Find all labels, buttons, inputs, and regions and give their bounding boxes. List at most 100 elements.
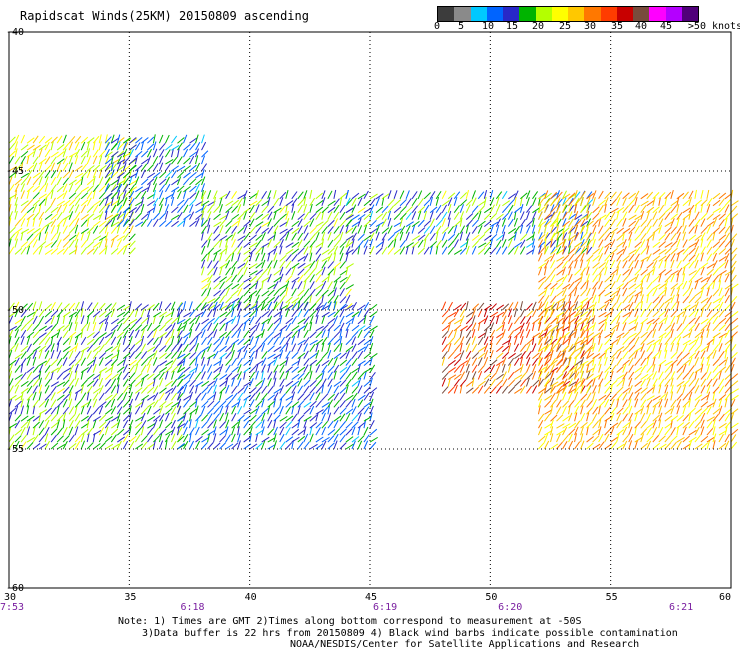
wind-barb	[610, 393, 618, 401]
wind-barb	[544, 192, 552, 200]
wind-barb	[574, 287, 578, 297]
wind-barb	[117, 172, 125, 179]
wind-barb	[249, 330, 256, 339]
wind-barb	[387, 210, 391, 220]
wind-barb	[315, 308, 321, 318]
wind-barb	[345, 214, 354, 221]
wind-barb	[279, 421, 287, 429]
wind-barb	[104, 399, 112, 408]
wind-barb	[32, 385, 38, 394]
wind-barb	[556, 387, 565, 394]
wind-barb	[502, 339, 511, 346]
wind-barb	[556, 233, 563, 241]
wind-barb	[519, 246, 526, 255]
wind-barb	[580, 324, 588, 332]
wind-barb	[496, 324, 504, 332]
wind-barb	[44, 303, 53, 311]
wind-barb	[345, 311, 354, 318]
wind-barb	[634, 268, 642, 276]
wind-barb	[213, 433, 217, 443]
wind-barb	[231, 405, 236, 415]
wind-barb	[519, 239, 526, 248]
wind-barb	[688, 371, 695, 380]
wind-barb	[489, 386, 497, 394]
wind-barb	[586, 232, 592, 241]
wind-barb	[507, 342, 512, 352]
wind-barb	[694, 234, 703, 241]
wind-barb	[610, 422, 619, 429]
wind-barb	[62, 183, 68, 193]
wind-barb	[658, 363, 662, 373]
wind-barb	[183, 172, 191, 179]
wind-barb	[351, 436, 360, 443]
wind-barb	[471, 371, 477, 380]
wind-barb	[586, 337, 594, 346]
wind-barb	[129, 435, 137, 443]
wind-barb	[369, 377, 373, 387]
wind-barb	[670, 391, 674, 401]
wind-barb	[634, 398, 639, 408]
wind-barb	[568, 371, 574, 380]
wind-barb	[201, 225, 207, 234]
wind-barb	[640, 378, 646, 387]
wind-barb	[345, 436, 354, 443]
wind-barb	[273, 281, 279, 290]
wind-barb	[321, 231, 326, 241]
wind-barb	[104, 372, 113, 380]
wind-barb	[297, 239, 303, 248]
wind-barb	[514, 331, 522, 339]
wind-barb	[213, 407, 220, 415]
wind-barb	[237, 440, 241, 450]
wind-barb	[159, 178, 167, 186]
wind-barb	[658, 317, 667, 325]
wind-barb	[122, 364, 128, 373]
wind-barb	[177, 405, 182, 415]
wind-barb	[730, 200, 739, 207]
wind-barb	[219, 421, 227, 429]
wind-barb	[32, 434, 39, 443]
wind-barb	[279, 228, 288, 234]
wind-barb	[652, 322, 658, 332]
wind-barb	[134, 358, 142, 366]
wind-barb	[345, 364, 352, 373]
wind-barb	[574, 301, 579, 311]
wind-barb	[261, 329, 265, 338]
wind-barb	[128, 247, 136, 255]
wind-barb	[471, 234, 480, 241]
wind-barb	[98, 405, 104, 415]
wind-barb	[616, 443, 625, 450]
wind-barb	[640, 317, 649, 325]
wind-barb	[712, 426, 716, 436]
wind-barb	[610, 324, 618, 332]
wind-barb	[513, 308, 518, 318]
wind-barb	[730, 434, 737, 443]
wind-barb	[345, 350, 350, 359]
wind-barb	[435, 190, 442, 200]
wind-barb	[273, 189, 277, 199]
wind-barb	[399, 239, 406, 248]
wind-barb	[339, 328, 343, 338]
wind-barb	[345, 318, 354, 325]
wind-barb	[574, 254, 581, 262]
wind-barb	[14, 384, 20, 394]
wind-barb	[26, 398, 30, 408]
wind-barb	[255, 433, 259, 443]
wind-barb	[141, 394, 150, 401]
wind-barb	[327, 226, 334, 234]
wind-barb	[556, 241, 564, 248]
wind-barb	[303, 419, 308, 429]
wind-barb	[98, 392, 105, 401]
wind-barb	[489, 238, 493, 248]
wind-barb	[562, 204, 567, 213]
wind-barb	[592, 225, 597, 234]
wind-barb	[104, 157, 113, 165]
wind-barb	[652, 296, 660, 304]
wind-barb	[369, 419, 375, 429]
wind-barb	[652, 339, 661, 346]
wind-barb	[74, 441, 81, 450]
wind-barb	[140, 218, 147, 227]
wind-barb	[730, 260, 737, 269]
wind-barb	[213, 266, 218, 276]
wind-barb	[628, 440, 633, 450]
wind-barb	[550, 224, 554, 234]
